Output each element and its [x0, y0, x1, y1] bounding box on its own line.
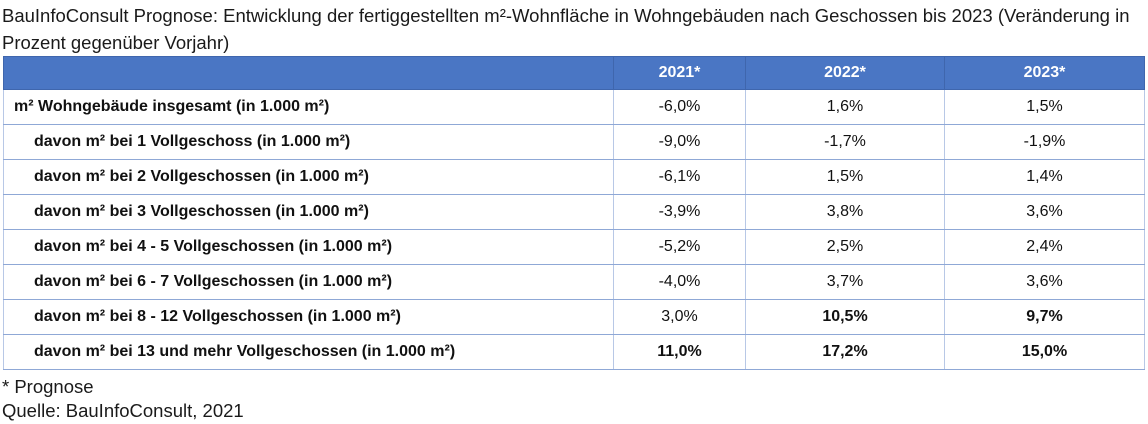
value-2023: -1,9%	[944, 124, 1145, 160]
value-2021: -6,1%	[613, 159, 746, 195]
value-2022: 3,7%	[745, 264, 945, 300]
value-2022: 3,8%	[745, 194, 945, 230]
value-2021: -6,0%	[613, 89, 746, 125]
value-2022: 10,5%	[745, 299, 945, 335]
header-2021: 2021*	[613, 56, 746, 90]
value-2022: -1,7%	[745, 124, 945, 160]
row-label: davon m² bei 6 - 7 Vollgeschossen (in 1.…	[3, 264, 614, 300]
table-row: davon m² bei 3 Vollgeschossen (in 1.000 …	[3, 194, 1145, 230]
value-2022: 2,5%	[745, 229, 945, 265]
forecast-table: 2021* 2022* 2023* m² Wohngebäude insgesa…	[3, 56, 1145, 370]
value-2023: 9,7%	[944, 299, 1145, 335]
value-2021: 3,0%	[613, 299, 746, 335]
value-2022: 1,6%	[745, 89, 945, 125]
row-label: davon m² bei 1 Vollgeschoss (in 1.000 m²…	[3, 124, 614, 160]
value-2023: 2,4%	[944, 229, 1145, 265]
table-row: davon m² bei 6 - 7 Vollgeschossen (in 1.…	[3, 264, 1145, 300]
value-2021: 11,0%	[613, 334, 746, 370]
table-row: m² Wohngebäude insgesamt (in 1.000 m²) -…	[3, 89, 1145, 125]
table-row: davon m² bei 13 und mehr Vollgeschossen …	[3, 334, 1145, 370]
forecast-note: * Prognose	[2, 376, 94, 397]
header-label-cell	[3, 56, 614, 90]
table-row: davon m² bei 2 Vollgeschossen (in 1.000 …	[3, 159, 1145, 195]
row-label: davon m² bei 8 - 12 Vollgeschossen (in 1…	[3, 299, 614, 335]
value-2023: 3,6%	[944, 194, 1145, 230]
row-label: davon m² bei 2 Vollgeschossen (in 1.000 …	[3, 159, 614, 195]
row-label: m² Wohngebäude insgesamt (in 1.000 m²)	[3, 89, 614, 125]
header-2023: 2023*	[944, 56, 1145, 90]
header-2022: 2022*	[745, 56, 945, 90]
value-2021: -5,2%	[613, 229, 746, 265]
value-2023: 1,4%	[944, 159, 1145, 195]
row-label: davon m² bei 13 und mehr Vollgeschossen …	[3, 334, 614, 370]
footnote: * Prognose Quelle: BauInfoConsult, 2021	[2, 375, 244, 423]
table-row: davon m² bei 4 - 5 Vollgeschossen (in 1.…	[3, 229, 1145, 265]
row-label: davon m² bei 3 Vollgeschossen (in 1.000 …	[3, 194, 614, 230]
value-2023: 3,6%	[944, 264, 1145, 300]
value-2021: -4,0%	[613, 264, 746, 300]
value-2023: 1,5%	[944, 89, 1145, 125]
row-label: davon m² bei 4 - 5 Vollgeschossen (in 1.…	[3, 229, 614, 265]
source-note: Quelle: BauInfoConsult, 2021	[2, 400, 244, 421]
table-row: davon m² bei 8 - 12 Vollgeschossen (in 1…	[3, 299, 1145, 335]
value-2022: 17,2%	[745, 334, 945, 370]
value-2021: -3,9%	[613, 194, 746, 230]
page-title: BauInfoConsult Prognose: Entwicklung der…	[2, 5, 1130, 53]
value-2022: 1,5%	[745, 159, 945, 195]
value-2021: -9,0%	[613, 124, 746, 160]
table-header-row: 2021* 2022* 2023*	[3, 56, 1145, 90]
value-2023: 15,0%	[944, 334, 1145, 370]
table-row: davon m² bei 1 Vollgeschoss (in 1.000 m²…	[3, 124, 1145, 160]
